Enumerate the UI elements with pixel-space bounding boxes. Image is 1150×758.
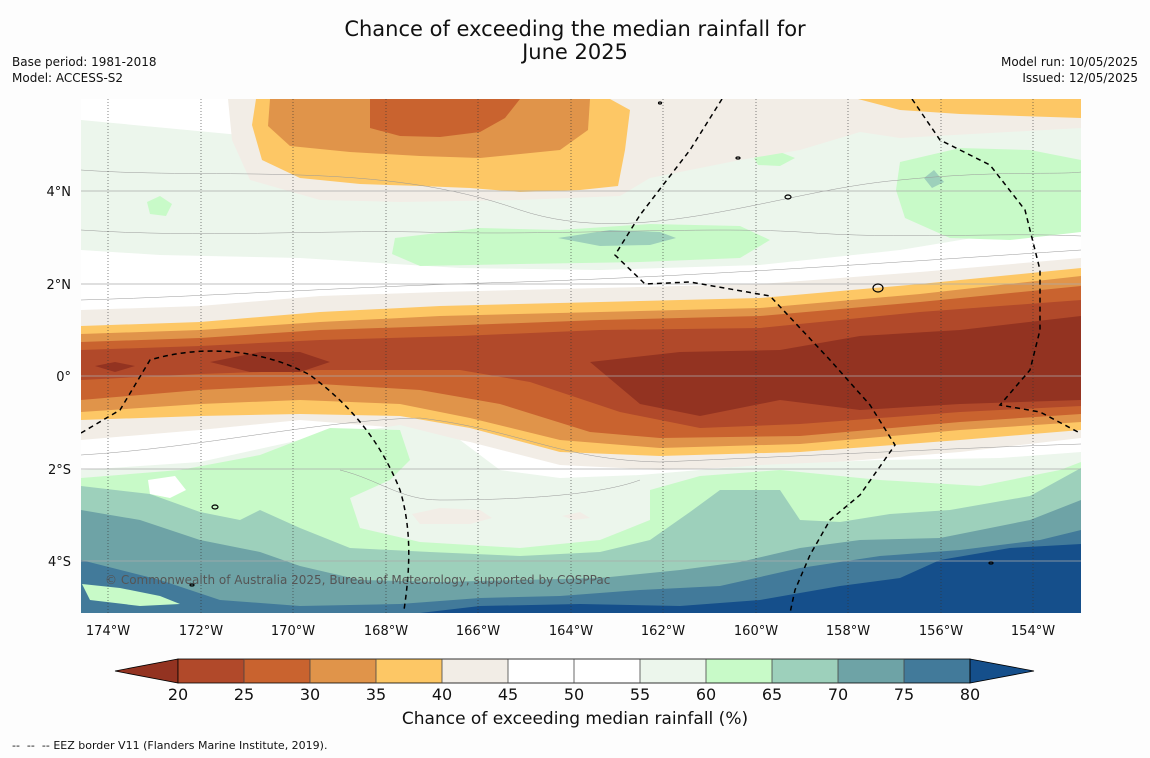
lon-label: 154°W xyxy=(1011,624,1055,639)
colorbar: 20 25 30 35 40 45 50 55 60 65 70 75 80 xyxy=(114,658,1035,700)
base-period-info: Base period: 1981-2018 Model: ACCESS-S2 xyxy=(12,54,157,86)
colorbar-tick: 40 xyxy=(432,685,452,700)
map-plot-area: © Commonwealth of Australia 2025, Bureau… xyxy=(81,99,1081,613)
title-line-2: June 2025 xyxy=(522,40,628,64)
title-line-1: Chance of exceeding the median rainfall … xyxy=(344,17,806,41)
island-1 xyxy=(784,194,792,200)
map-title: Chance of exceeding the median rainfall … xyxy=(0,18,1150,64)
lon-label: 160°W xyxy=(734,624,778,639)
colorbar-title: Chance of exceeding median rainfall (%) xyxy=(401,709,749,729)
island-2 xyxy=(872,283,884,293)
lon-label: 156°W xyxy=(919,624,963,639)
colorbar-tick: 45 xyxy=(498,685,518,700)
colorbar-tick: 75 xyxy=(894,685,914,700)
lat-label: 2°S xyxy=(48,463,71,478)
contour-45-south-patch-b xyxy=(562,512,590,520)
colorbar-tick: 65 xyxy=(762,685,782,700)
contour-65-north-a xyxy=(392,224,770,266)
lon-label: 174°W xyxy=(86,624,130,639)
lon-label: 166°W xyxy=(456,624,500,639)
lat-label: 2°N xyxy=(47,278,72,293)
lat-axis-labels: 4°N 2°N 0° 2°S 4°S xyxy=(47,185,72,570)
contour-45-south-patch xyxy=(412,508,492,524)
colorbar-segment xyxy=(178,659,244,683)
colorbar-dividers xyxy=(243,659,905,683)
contour-50-south-patch xyxy=(148,476,186,498)
colorbar-low-extension xyxy=(114,658,179,684)
colorbar-segment xyxy=(574,659,640,683)
colorbar-segment xyxy=(244,659,310,683)
copyright-text: © Commonwealth of Australia 2025, Bureau… xyxy=(105,573,610,587)
eez-legend: -- -- -- EEZ border V11 (Flanders Marine… xyxy=(12,739,327,752)
lat-label: 4°S xyxy=(48,555,71,570)
contour-line-south-2 xyxy=(339,469,641,501)
island-6 xyxy=(735,156,741,160)
lon-label: 164°W xyxy=(549,624,593,639)
colorbar-tick: 50 xyxy=(564,685,584,700)
colorbar-tick: 55 xyxy=(630,685,650,700)
model-run-info: Model run: 10/05/2025 Issued: 12/05/2025 xyxy=(1001,54,1138,86)
eez-borders xyxy=(81,99,1079,613)
contour-65-south-patch xyxy=(82,584,180,606)
contour-line-north-2 xyxy=(81,229,1081,237)
colorbar-high-extension xyxy=(969,658,1035,684)
colorbar-segment xyxy=(772,659,838,683)
island-3 xyxy=(211,504,219,510)
colorbar-segment xyxy=(310,659,376,683)
islands xyxy=(189,101,994,587)
lat-label: 0° xyxy=(56,370,71,385)
contour-65-north-d xyxy=(754,150,795,166)
colorbar-tick: 60 xyxy=(696,685,716,700)
colorbar-segment xyxy=(442,659,508,683)
colorbar-segment xyxy=(376,659,442,683)
colorbar-segment xyxy=(838,659,904,683)
colorbar-tick: 70 xyxy=(828,685,848,700)
lon-label: 168°W xyxy=(364,624,408,639)
colorbar-segment xyxy=(904,659,970,683)
lat-label: 4°N xyxy=(47,185,72,200)
colorbar-tick: 30 xyxy=(300,685,320,700)
colorbar-segment xyxy=(640,659,706,683)
contour-65-north-c xyxy=(147,196,172,216)
colorbar-tick: 20 xyxy=(168,685,188,700)
issued-text: Issued: 12/05/2025 xyxy=(1022,71,1138,85)
colorbar-segment xyxy=(706,659,772,683)
contour-above-80-south xyxy=(420,544,1081,613)
contour-line-north-1 xyxy=(81,169,1081,224)
contour-65-north-b xyxy=(896,148,1081,240)
contour-40-north-right xyxy=(858,99,1081,118)
lon-axis-labels: 174°W 172°W 170°W 168°W 166°W 164°W 162°… xyxy=(86,624,1055,639)
eez-border-west xyxy=(81,350,410,611)
island-7 xyxy=(657,101,663,105)
model-text: Model: ACCESS-S2 xyxy=(12,71,124,85)
eez-border-central xyxy=(614,99,896,613)
contour-20-west xyxy=(210,352,330,372)
eez-border-east xyxy=(911,99,1079,433)
colorbar-ticks: 20 25 30 35 40 45 50 55 60 65 70 75 80 xyxy=(168,685,980,700)
lon-label: 172°W xyxy=(179,624,223,639)
lon-label: 162°W xyxy=(641,624,685,639)
colorbar-tick: 80 xyxy=(960,685,980,700)
lon-label: 158°W xyxy=(826,624,870,639)
model-run-text: Model run: 10/05/2025 xyxy=(1000,55,1138,69)
latitude-gridlines xyxy=(81,190,1081,562)
contour-line-eq-1 xyxy=(81,249,1081,301)
colorbar-tick: 35 xyxy=(366,685,386,700)
colorbar-tick: 25 xyxy=(234,685,254,700)
rainfall-map: © Commonwealth of Australia 2025, Bureau… xyxy=(47,99,1081,700)
eez-dash-symbol: -- -- -- xyxy=(12,739,54,752)
colorbar-segment xyxy=(508,659,574,683)
base-period-text: Base period: 1981-2018 xyxy=(12,55,157,69)
contour-70-north-a xyxy=(558,230,676,246)
island-4 xyxy=(189,583,195,587)
contour-30-north xyxy=(370,99,520,137)
eez-legend-text: EEZ border V11 (Flanders Marine Institut… xyxy=(53,739,328,752)
contour-70-north-b xyxy=(924,170,944,188)
lon-label: 170°W xyxy=(271,624,315,639)
island-5 xyxy=(988,561,994,565)
contour-20-west-b xyxy=(95,362,135,372)
